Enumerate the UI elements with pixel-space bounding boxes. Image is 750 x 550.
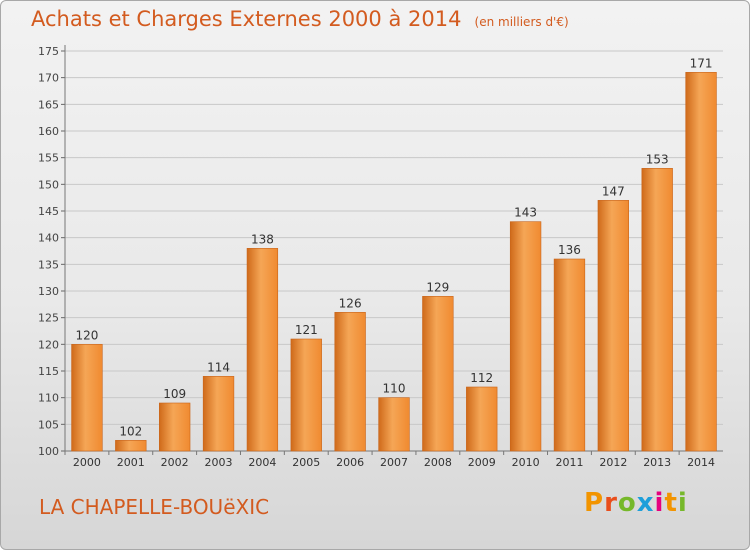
x-tick-label: 2004	[248, 456, 276, 469]
x-tick-label: 2000	[73, 456, 101, 469]
y-tick-label: 170	[38, 72, 59, 85]
commune-name: LA CHAPELLE-BOUëXIC	[39, 495, 270, 519]
bar	[641, 168, 673, 452]
x-tick-label: 2011	[555, 456, 583, 469]
title-text: Achats et Charges Externes 2000 à 2014	[31, 7, 462, 31]
bar	[597, 200, 629, 452]
bar	[509, 221, 542, 452]
y-tick-label: 160	[38, 125, 59, 138]
y-tick-label: 145	[38, 205, 59, 218]
bar	[71, 344, 103, 452]
bar	[466, 386, 498, 452]
y-tick-label: 120	[38, 338, 59, 351]
y-tick-label: 110	[38, 392, 59, 405]
bar-value-label: 112	[470, 371, 493, 385]
bar	[202, 376, 235, 452]
logo-letter: P	[584, 488, 605, 518]
logo-letter: i	[677, 488, 688, 518]
y-tick-label: 150	[38, 178, 59, 191]
y-tick-label: 175	[38, 45, 59, 58]
bar	[159, 402, 191, 452]
y-tick-label: 155	[38, 152, 59, 165]
bar-value-label: 110	[383, 382, 406, 396]
bar-value-label: 143	[514, 206, 537, 220]
x-tick-label: 2012	[599, 456, 627, 469]
y-tick-label: 135	[38, 258, 59, 271]
logo-letter: i	[654, 488, 665, 518]
x-tick-label: 2010	[512, 456, 540, 469]
bar-value-label: 129	[426, 280, 449, 294]
logo-letter: r	[604, 488, 618, 518]
logo-letter: o	[617, 488, 637, 518]
proxiti-logo: Proxiti	[584, 488, 688, 518]
logo-letter: x	[636, 488, 655, 518]
y-tick-label: 165	[38, 98, 59, 111]
x-tick-label: 2001	[117, 456, 145, 469]
bar	[290, 338, 322, 452]
y-tick-label: 125	[38, 312, 59, 325]
bar	[378, 397, 410, 452]
x-tick-label: 2005	[292, 456, 320, 469]
x-tick-label: 2002	[161, 456, 189, 469]
bar-value-label: 136	[558, 243, 581, 257]
chart-title: Achats et Charges Externes 2000 à 2014 (…	[31, 7, 569, 31]
bar	[553, 258, 586, 452]
bar-value-label: 120	[75, 328, 98, 342]
bar-value-label: 109	[163, 387, 186, 401]
y-tick-label: 140	[38, 232, 59, 245]
unit-note: (en milliers d'€)	[474, 15, 569, 29]
x-tick-label: 2013	[643, 456, 671, 469]
y-tick-label: 115	[38, 365, 59, 378]
y-tick-label: 105	[38, 418, 59, 431]
bar	[246, 248, 279, 452]
bar-value-label: 138	[251, 232, 274, 246]
x-tick-label: 2009	[468, 456, 496, 469]
logo-letter: t	[664, 488, 678, 518]
bar-value-label: 102	[119, 424, 142, 438]
bar-value-label: 153	[646, 152, 669, 166]
bar	[115, 440, 147, 452]
bar-value-label: 121	[295, 323, 318, 337]
bar	[422, 296, 454, 452]
bar-value-label: 114	[207, 360, 230, 374]
x-tick-label: 2006	[336, 456, 364, 469]
bar-value-label: 126	[339, 296, 362, 310]
x-tick-label: 2003	[205, 456, 233, 469]
x-tick-label: 2007	[380, 456, 408, 469]
bar-value-label: 147	[602, 184, 625, 198]
x-tick-label: 2008	[424, 456, 452, 469]
y-tick-label: 100	[38, 445, 59, 458]
bar-value-label: 171	[690, 56, 713, 70]
x-tick-label: 2014	[687, 456, 715, 469]
y-tick-label: 130	[38, 285, 59, 298]
bar	[685, 72, 717, 452]
bar	[334, 312, 366, 452]
